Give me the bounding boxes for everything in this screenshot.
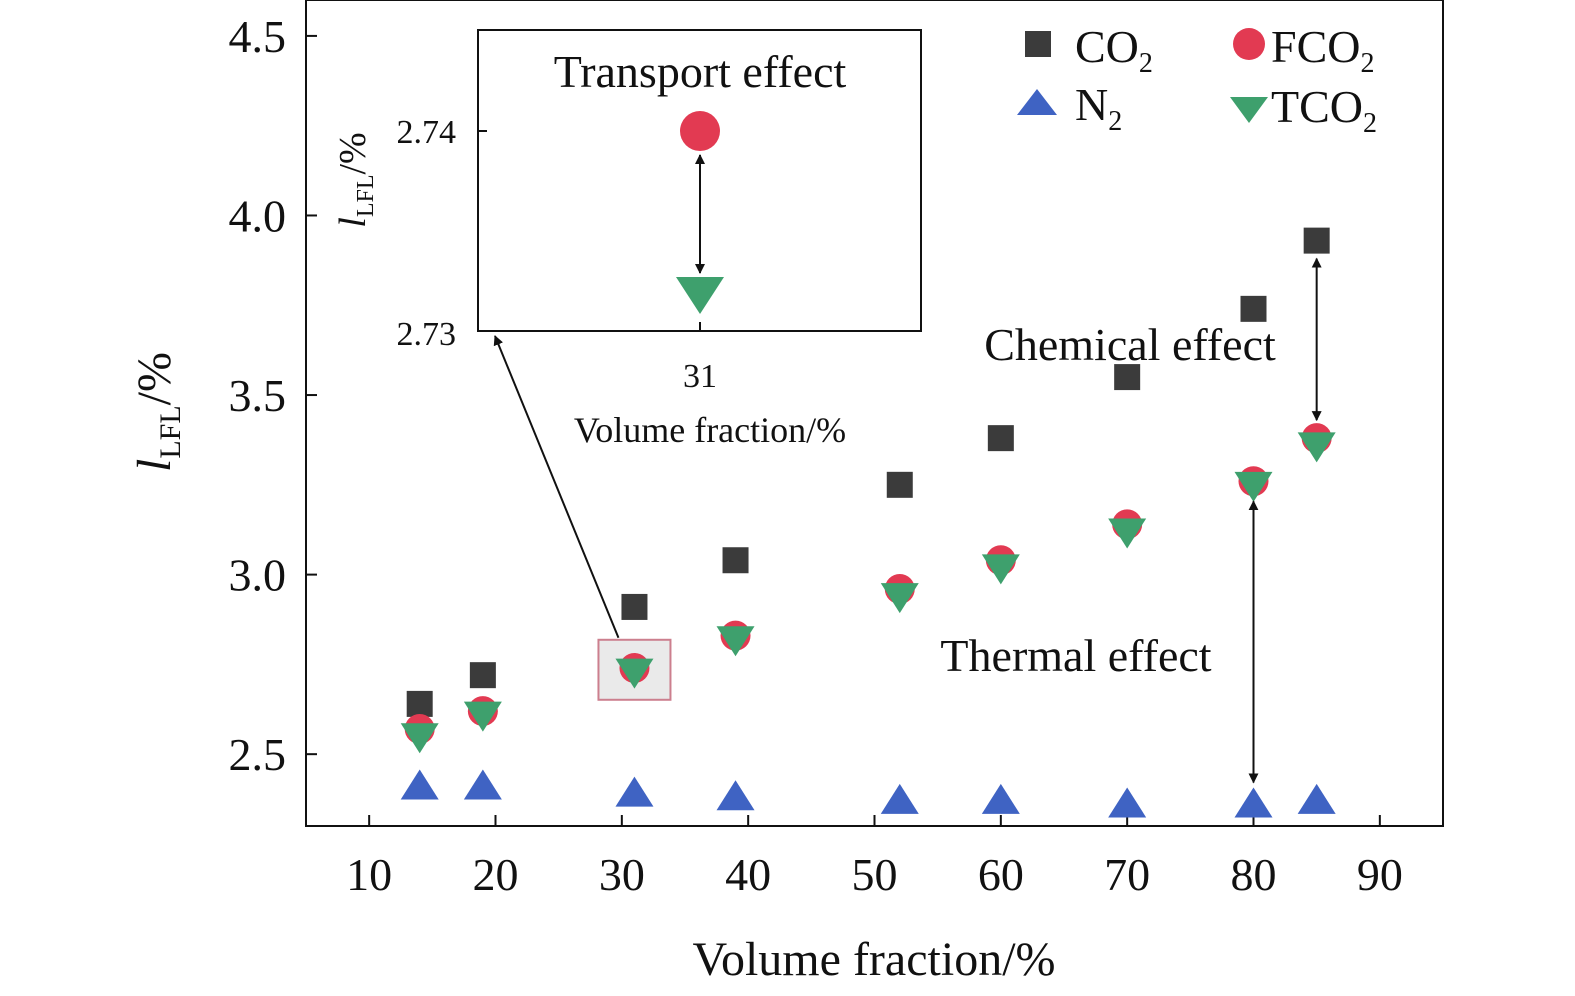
inset-point-fco2 <box>680 111 720 151</box>
y-axis-title-tail: /% <box>128 352 181 405</box>
point-n2-60 <box>981 783 1020 814</box>
legend-marker-tco2 <box>1230 97 1268 123</box>
point-n2-39 <box>716 780 755 811</box>
y-tick-label-4.0: 4.0 <box>229 190 287 241</box>
point-co2-70 <box>1114 364 1141 391</box>
inset-chart: Transport effect 2.74 2.73 31 Volume fra… <box>332 29 922 450</box>
y-tick-labels: 2.5 3.0 3.5 4.0 4.5 <box>229 11 287 780</box>
x-axis-title: Volume fraction/% <box>692 933 1055 986</box>
y-tick-label-4.5: 4.5 <box>229 11 287 62</box>
inset-point-tco2 <box>676 277 724 314</box>
point-tco2-70 <box>1108 518 1147 549</box>
point-tco2-85 <box>1297 432 1336 463</box>
inset-ytick-label-2.74: 2.74 <box>397 114 457 151</box>
x-tick-labels: 10 20 30 40 50 60 70 80 90 <box>346 849 1403 900</box>
legend-label-n2: N2 <box>1075 79 1122 137</box>
point-co2-60 <box>987 425 1014 452</box>
y-tick-label-3.5: 3.5 <box>229 370 287 421</box>
x-tick-label-10: 10 <box>346 849 392 900</box>
chemical-effect-label: Chemical effect <box>984 319 1276 370</box>
y-axis-title: lLFL/% <box>128 352 187 472</box>
inset-title: Transport effect <box>554 46 847 97</box>
point-co2-85 <box>1303 227 1330 254</box>
x-tick-label-60: 60 <box>978 849 1024 900</box>
y-axis-title-main: l <box>128 459 181 472</box>
data-markers <box>400 227 1336 818</box>
legend-marker-n2 <box>1017 89 1057 115</box>
point-tco2-31 <box>615 658 654 689</box>
x-tick-label-70: 70 <box>1104 849 1150 900</box>
point-tco2-60 <box>981 554 1020 585</box>
point-tco2-52 <box>880 583 919 614</box>
y-tick-label-2.5: 2.5 <box>229 729 287 780</box>
point-n2-14 <box>400 769 439 800</box>
zoom-arrow <box>493 335 620 639</box>
point-co2-14 <box>406 690 433 717</box>
point-tco2-14 <box>400 723 439 754</box>
axis-ticks <box>306 34 1381 826</box>
legend-marker-co2 <box>1025 31 1051 57</box>
x-tick-label-50: 50 <box>852 849 898 900</box>
point-co2-31 <box>621 593 648 620</box>
x-tick-label-20: 20 <box>473 849 519 900</box>
point-co2-52 <box>886 471 913 498</box>
inset-xtick-label-31: 31 <box>683 358 717 395</box>
legend-label-tco2: TCO2 <box>1271 81 1377 139</box>
inset-y-axis-title: lLFL/% <box>332 132 379 227</box>
point-n2-52 <box>880 783 919 814</box>
point-n2-80 <box>1234 787 1273 818</box>
point-n2-19 <box>463 769 502 800</box>
point-n2-31 <box>615 776 654 807</box>
y-axis-title-sub: LFL <box>154 405 187 458</box>
thermal-effect-label: Thermal effect <box>940 630 1211 681</box>
legend-label-co2: CO2 <box>1075 21 1153 79</box>
point-co2-19 <box>469 662 496 689</box>
legend-marker-fco2 <box>1233 28 1265 60</box>
x-tick-label-40: 40 <box>725 849 771 900</box>
legend: CO2 N2 FCO2 TCO2 <box>1017 21 1377 139</box>
point-n2-70 <box>1108 787 1147 818</box>
x-tick-label-30: 30 <box>599 849 645 900</box>
inset-ytick-label-2.73: 2.73 <box>397 316 457 353</box>
point-tco2-39 <box>716 626 755 657</box>
point-n2-85 <box>1297 783 1336 814</box>
inset-markers <box>676 111 724 314</box>
y-tick-label-3.0: 3.0 <box>229 550 287 601</box>
point-tco2-80 <box>1234 471 1273 502</box>
point-co2-80 <box>1240 295 1267 322</box>
legend-label-fco2: FCO2 <box>1271 21 1374 79</box>
point-co2-39 <box>722 547 749 574</box>
x-tick-label-90: 90 <box>1357 849 1403 900</box>
inset-x-axis-title: Volume fraction/% <box>574 410 846 450</box>
point-tco2-19 <box>463 701 502 732</box>
x-tick-label-80: 80 <box>1231 849 1277 900</box>
